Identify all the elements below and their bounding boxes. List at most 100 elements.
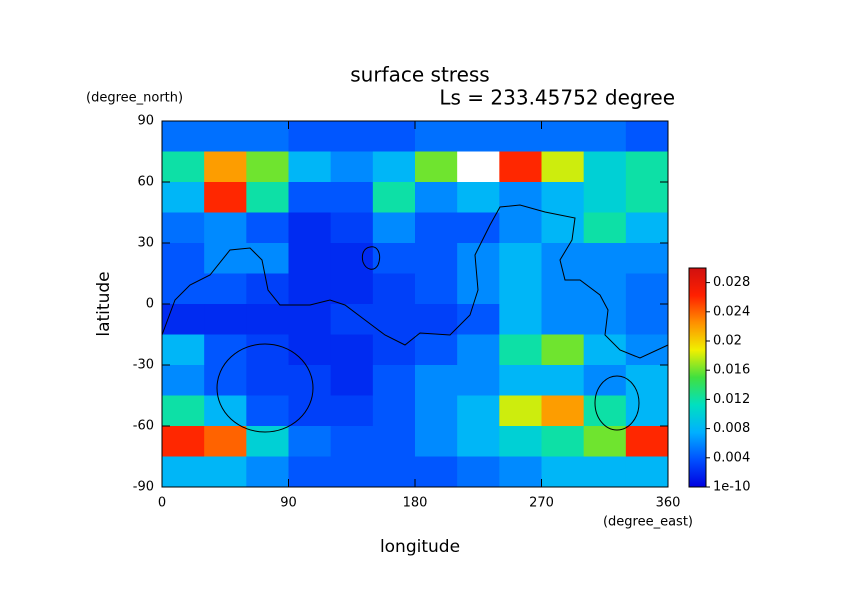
heatmap-cell [415,212,458,244]
heatmap-cell [162,395,205,427]
heatmap-cell [288,426,332,457]
heatmap-cell [541,121,585,152]
y-axis-label: latitude [94,271,114,336]
heatmap-cell [372,151,416,183]
heatmap-cell [499,426,542,457]
heatmap-cell [583,212,627,244]
heatmap-cell [499,273,542,305]
heatmap-cell [162,365,205,396]
heatmap-cell [583,304,627,335]
colorbar [688,267,707,488]
heatmap-cell [246,182,289,213]
x-tick-label: 360 [656,496,681,511]
heatmap-cell [162,273,205,305]
heatmap-cell [372,304,416,335]
heatmap-cell [499,243,542,274]
y-tick-label: 60 [137,175,154,190]
heatmap-cell [330,121,374,152]
colorbar-tick-label: 0.016 [713,363,750,378]
heatmap-cell [372,212,416,244]
heatmap-cell [499,182,542,213]
heatmap-cell [541,334,585,366]
heatmap-cell [415,243,458,274]
contour-line [161,204,669,359]
y-tick-label: -30 [133,358,154,373]
heatmap-cell [246,365,289,396]
heatmap-cell [625,243,669,274]
heatmap-cell [625,273,669,305]
heatmap-cell [330,365,374,396]
heatmap-cell [162,456,205,488]
heatmap-cell [499,121,542,152]
x-tick-label: 0 [158,496,166,511]
x-tick-label: 270 [529,496,554,511]
heatmap-cell [625,182,669,213]
heatmap-cell [499,395,542,427]
heatmap-cell [541,151,585,183]
y-unit: (degree_north) [86,91,183,106]
heatmap-cell [415,304,458,335]
heatmap-cell [246,334,289,366]
heatmap-cell [583,273,627,305]
heatmap-cell [499,212,542,244]
heatmap-cell [499,456,542,488]
heatmap-cell [162,121,205,152]
heatmap-cell [330,426,374,457]
heatmap-cell [288,151,332,183]
heatmap-cell [330,182,374,213]
heatmap-cell [541,456,585,488]
contour-line [216,343,314,433]
heatmap-cell [583,426,627,457]
heatmap-cell [457,334,500,366]
heatmap-cell [541,304,585,335]
y-tick-label: 0 [146,297,154,312]
heatmap-cell [415,456,458,488]
heatmap-cell [583,334,627,366]
heatmap-cell [541,395,585,427]
heatmap-cell [415,426,458,457]
heatmap-cell [204,121,247,152]
heatmap-cell [499,365,542,396]
heatmap-cell [457,426,500,457]
heatmap-cell [583,151,627,183]
heatmap-cell [372,365,416,396]
x-tick-label: 180 [403,496,428,511]
y-tick-label: 90 [137,114,154,129]
y-tick-label: 30 [137,236,154,251]
heatmap-cell [457,121,500,152]
heatmap-cell [583,182,627,213]
heatmap-cell [330,334,374,366]
colorbar-tick-label: 0.024 [713,304,750,319]
heatmap [162,121,669,488]
heatmap-cell [372,426,416,457]
heatmap-cell [246,151,289,183]
heatmap-cell [583,395,627,427]
heatmap-cell [625,334,669,366]
heatmap-cell [288,273,332,305]
heatmap-cell [372,395,416,427]
heatmap-cell [625,212,669,244]
heatmap-cell [541,426,585,457]
heatmap-cell [288,456,332,488]
colorbar-tick-label: 1e-10 [713,480,751,495]
heatmap-cell [288,212,332,244]
heatmap-cell [457,304,500,335]
heatmap-cell [330,456,374,488]
heatmap-cell [372,273,416,305]
heatmap-cell [330,273,374,305]
heatmap-cell [541,182,585,213]
heatmap-cell [625,121,669,152]
heatmap-cell [330,151,374,183]
heatmap-cell [457,456,500,488]
contours [161,204,669,433]
y-tick-label: -90 [133,480,154,495]
heatmap-cell [457,365,500,396]
heatmap-cell [246,304,289,335]
heatmap-cell [499,151,542,183]
heatmap-cell [415,273,458,305]
heatmap-cell [204,212,247,244]
x-unit: (degree_east) [603,515,693,530]
heatmap-cell [625,304,669,335]
heatmap-cell [162,243,205,274]
